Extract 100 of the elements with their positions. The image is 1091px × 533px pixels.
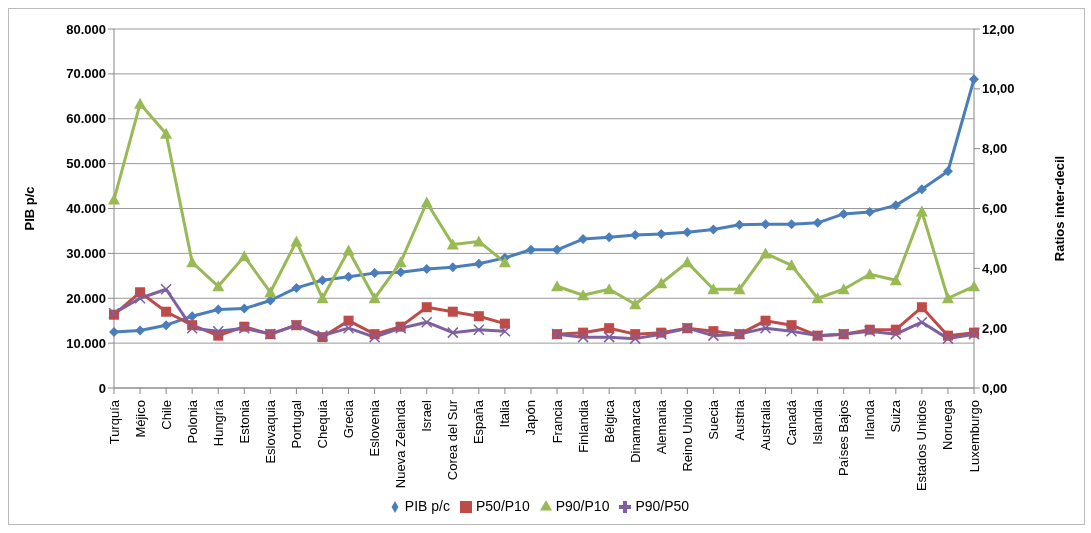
point: [707, 283, 720, 295]
point: [968, 280, 980, 292]
y2-tick-label: 2,00: [982, 320, 1008, 336]
point: [291, 282, 302, 293]
point: [760, 219, 771, 230]
point: [420, 316, 433, 328]
point: [109, 326, 119, 337]
y2-tick-label: 8,00: [982, 141, 1008, 157]
x-tick-label: Luxemburgo: [966, 400, 982, 473]
x-tick-label: Islandia: [810, 399, 826, 445]
point: [160, 127, 173, 139]
x-tick-label: Alemania: [653, 399, 669, 455]
x-tick-label: Países Bajos: [836, 399, 852, 476]
y2-axis-title: Ratios inter-decil: [1051, 155, 1067, 262]
x-tick-label: España: [471, 399, 487, 445]
x-tick-label: Noruega: [940, 399, 956, 450]
point: [317, 275, 328, 286]
x-tick-label: Turquía: [106, 399, 122, 445]
point: [239, 303, 250, 314]
x-tick-label: Grecia: [341, 399, 357, 439]
x-tick-label: Estonia: [236, 399, 252, 444]
point: [969, 74, 979, 85]
point: [498, 256, 511, 268]
point: [420, 196, 433, 208]
point: [733, 283, 746, 295]
point: [238, 250, 251, 262]
x-tick-label: Israel: [419, 399, 435, 432]
point: [577, 331, 589, 343]
y2-tick-label: 10,00: [982, 81, 1015, 97]
y-tick-label: 30.000: [66, 245, 106, 261]
x-tick-label: Austria: [731, 399, 747, 441]
point: [916, 184, 927, 195]
y-tick-label: 60.000: [66, 111, 106, 127]
point: [890, 328, 902, 340]
point: [343, 271, 354, 282]
x-tick-label: Suiza: [888, 399, 904, 433]
point: [629, 298, 642, 310]
point: [473, 323, 485, 336]
y-tick-label: 0: [98, 380, 106, 396]
point: [785, 259, 798, 271]
x-tick-label: Japón: [523, 400, 539, 436]
point: [186, 256, 199, 268]
point: [525, 244, 536, 255]
point: [368, 292, 381, 304]
point: [213, 304, 224, 315]
x-tick-label: Portugal: [288, 399, 304, 449]
legend-label: P90/P10: [555, 498, 610, 514]
point: [734, 219, 745, 230]
point: [160, 283, 172, 296]
x-tick-label: Australia: [758, 399, 774, 451]
x-tick-label: Hungría: [210, 399, 226, 447]
x-tick-label: Polonia: [184, 399, 200, 444]
x-tick-label: Corea del Sur: [445, 399, 461, 481]
legend-label: P50/P10: [475, 498, 530, 514]
point: [473, 311, 484, 322]
point: [603, 283, 616, 295]
point: [264, 286, 277, 298]
point: [290, 235, 303, 247]
point: [369, 268, 380, 279]
point: [604, 323, 615, 334]
point: [499, 325, 511, 337]
point: [915, 205, 928, 217]
x-tick-label: Méjico: [132, 400, 148, 438]
x-tick-label: Eslovenia: [367, 399, 383, 457]
x-tick-label: Nueva Zelanda: [393, 399, 409, 489]
point: [889, 274, 902, 286]
x-tick-label: Italia: [497, 399, 513, 428]
y-tick-label: 70.000: [66, 66, 106, 82]
point: [472, 235, 485, 247]
point: [942, 332, 954, 345]
point: [708, 224, 719, 235]
point: [108, 193, 120, 205]
point: [811, 292, 824, 304]
point: [837, 283, 850, 295]
point: [394, 256, 407, 268]
x-tick-label: Francia: [549, 399, 565, 444]
point: [759, 247, 772, 259]
point: [941, 292, 954, 304]
point: [212, 325, 224, 337]
point: [890, 200, 901, 211]
point: [212, 280, 225, 292]
point: [447, 326, 459, 339]
point: [629, 332, 641, 345]
point: [577, 289, 590, 301]
y2-tick-label: 4,00: [982, 260, 1008, 276]
point: [316, 292, 329, 304]
x-tick-label: Reino Unido: [679, 400, 695, 472]
x-tick-label: Dinamarca: [627, 399, 643, 463]
point: [682, 227, 693, 238]
point: [421, 302, 432, 313]
point: [681, 256, 694, 268]
y-tick-label: 40.000: [66, 201, 106, 217]
legend-label: P90/P50: [635, 498, 690, 514]
point: [552, 244, 563, 255]
x-tick-label: Irlanda: [862, 399, 878, 440]
point: [812, 217, 823, 228]
y2-tick-label: 0,00: [982, 380, 1008, 396]
point: [786, 219, 797, 230]
legend-label: PIB p/c: [404, 498, 450, 514]
point: [134, 97, 147, 109]
